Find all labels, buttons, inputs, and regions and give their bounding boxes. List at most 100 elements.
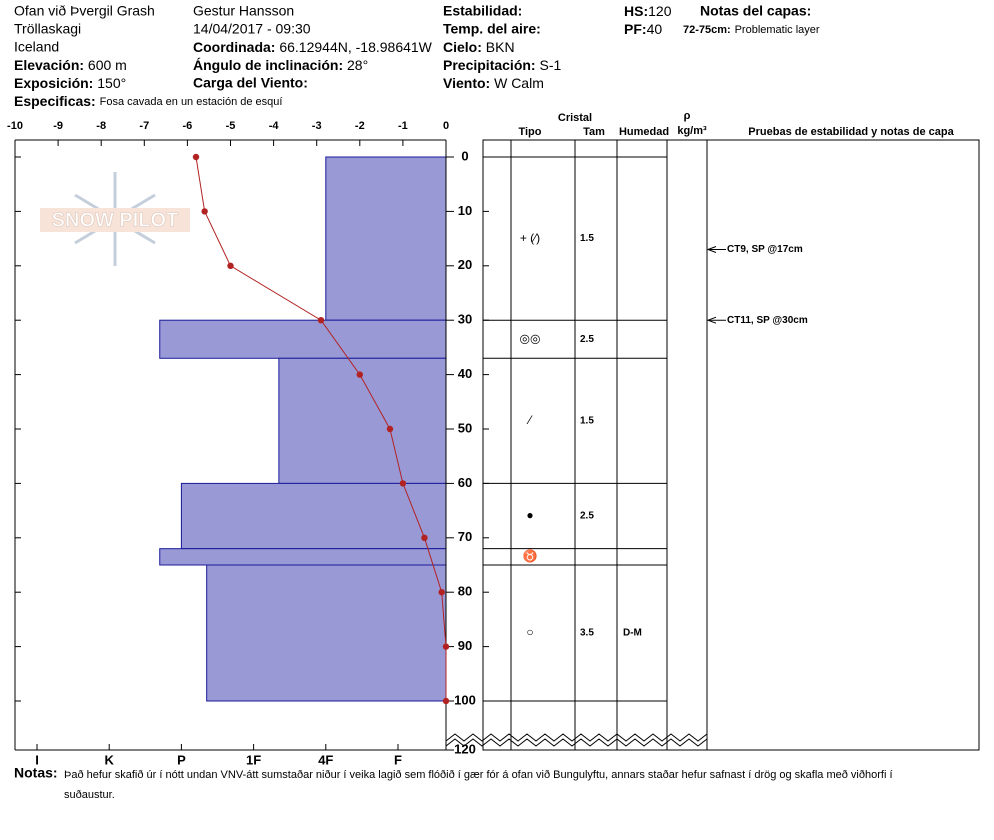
value: S-1 <box>539 57 561 73</box>
grain-type: ◎◎ <box>520 331 541 345</box>
grain-size: 2.5 <box>580 511 594 522</box>
logo: SNOW PILOT <box>40 172 190 266</box>
observer: Gestur Hansson <box>193 3 294 19</box>
wind: Viento: W Calm <box>443 75 544 91</box>
grain-type: ⁄ <box>526 413 533 427</box>
air-temp: Temp. del aire: <box>443 21 541 37</box>
temp-tick-label: -3 <box>312 120 322 132</box>
site: Ofan við Þvergil Grash <box>14 3 155 19</box>
value: 40 <box>647 21 663 37</box>
axis-break <box>445 738 708 747</box>
test-label: CT11, SP @30cm <box>727 315 808 326</box>
value: 28° <box>347 57 368 73</box>
temperature-point <box>201 208 208 215</box>
temp-tick-label: 0 <box>443 120 449 132</box>
specifics: Especificas: Fosa cavada en un estación … <box>14 93 282 109</box>
value: 600 m <box>88 57 127 73</box>
label: HS: <box>624 3 648 19</box>
moisture: D-M <box>623 628 642 639</box>
table-headers: Cristal Tipo Tam Humedad ρ kg/m³ Pruebas… <box>518 110 954 138</box>
value: Fosa cavada en un estación de esquí <box>100 96 283 108</box>
label: Coordinada: <box>193 39 275 55</box>
layer-note: 72-75cm: Problematic layer <box>683 21 820 37</box>
pf: PF:40 <box>624 21 662 37</box>
type-header: Tipo <box>518 126 541 138</box>
hardness-tick-label: I <box>35 752 39 767</box>
value: BKN <box>486 39 515 55</box>
logo-text: SNOW PILOT <box>52 209 179 231</box>
grain-type: ● <box>526 508 533 522</box>
crystal-header: Cristal <box>558 112 592 124</box>
hardness-bar <box>278 357 447 484</box>
coordinates: Coordinada: 66.12944N, -18.98641W <box>193 39 433 55</box>
temp-tick-label: -9 <box>53 120 63 132</box>
axis-break <box>445 733 708 742</box>
depth-tick-label: 30 <box>458 312 472 327</box>
value: 66.12944N, -18.98641W <box>279 39 432 55</box>
depth-tick-label: 40 <box>458 366 472 381</box>
notes-line: Það hefur skafið úr í nótt undan VNV-átt… <box>64 769 893 781</box>
value: 150° <box>97 75 126 91</box>
depth-tick-label: 10 <box>458 203 472 218</box>
density-unit: kg/m³ <box>677 125 707 137</box>
hardness-tick-label: F <box>394 752 402 767</box>
notes-line: suðaustur. <box>64 789 115 801</box>
temp-tick-label: -10 <box>7 120 23 132</box>
hardness-bar <box>206 564 447 702</box>
temperature-point <box>317 317 325 324</box>
label: Exposición: <box>14 75 93 91</box>
hardness-tick-label: 4F <box>318 752 333 767</box>
temperature-point <box>386 425 394 433</box>
temperature-point <box>399 480 407 487</box>
temp-tick-label: -4 <box>269 120 280 132</box>
test-arrowhead <box>706 316 717 324</box>
depth-tick-label: 90 <box>458 638 472 653</box>
logo-band <box>40 208 190 232</box>
temp-tick-label: -1 <box>398 120 408 132</box>
label: Cielo: <box>443 39 482 55</box>
value: Problematic layer <box>735 24 820 36</box>
notes-label: Notas: <box>14 765 58 781</box>
hs: HS:120 <box>624 3 672 19</box>
temp-tick-label: -2 <box>355 120 365 132</box>
range: Tröllaskagi <box>14 21 81 37</box>
label: Viento: <box>443 75 490 91</box>
country: Iceland <box>14 39 59 55</box>
sky: Cielo: BKN <box>443 39 515 55</box>
temperature-point <box>442 697 450 705</box>
precipitation: Precipitación: S-1 <box>443 57 561 73</box>
hardness-bar <box>325 156 447 321</box>
temperature-point <box>421 534 428 541</box>
temp-tick-label: -6 <box>183 120 193 132</box>
label: Especificas: <box>14 93 96 109</box>
stability: Estabilidad: <box>443 3 522 19</box>
value: W Calm <box>494 75 544 91</box>
temp-tick-label: -5 <box>226 120 236 132</box>
grain-size: 1.5 <box>580 415 594 426</box>
datetime: 14/04/2017 - 09:30 <box>193 21 311 37</box>
grain-size: 2.5 <box>580 334 594 345</box>
grain-type: + (⁄) <box>520 231 540 245</box>
hardness-bar <box>159 548 447 566</box>
hardness-tick-label: P <box>177 752 186 767</box>
density-symbol: ρ <box>684 110 691 122</box>
value: 120 <box>648 3 672 19</box>
temperature-point <box>442 643 450 650</box>
layer-notes-title: Notas del capas: <box>700 3 811 19</box>
label: Elevación: <box>14 57 84 73</box>
hardness-tick-label: K <box>105 752 115 767</box>
temperature-point <box>192 153 200 161</box>
label: Ángulo de inclinación: <box>193 57 343 73</box>
label: PF: <box>624 21 647 37</box>
test-label: CT9, SP @17cm <box>727 244 803 255</box>
test-arrowhead <box>706 246 717 253</box>
notes: Notas: Það hefur skafið úr í nótt undan … <box>14 765 893 801</box>
table-border <box>482 139 980 751</box>
plot: -10 -9 -8 -7 -6 -5 -4 -3 -2 -1 0010203040506070809… <box>7 120 808 768</box>
depth-tick-label: 20 <box>458 257 472 272</box>
depth-tick-label: 100 <box>454 692 476 707</box>
table-frame <box>482 139 980 751</box>
depth-tick-label: 70 <box>458 529 472 544</box>
temp-tick-label: -8 <box>96 120 106 132</box>
size-header: Tam <box>583 126 605 138</box>
